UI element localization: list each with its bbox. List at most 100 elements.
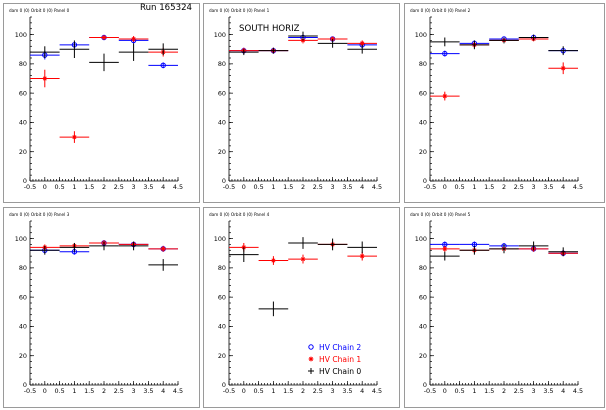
x-tick-label-3-0: -0.5 <box>24 387 36 395</box>
y-tick-label-5-5: 100 <box>415 235 427 243</box>
x-tick-label-5-8: 3.5 <box>543 387 553 395</box>
x-tick-label-1-4: 1.5 <box>283 183 293 191</box>
data-point-3-2-0 <box>30 245 60 255</box>
panel-annotation-1: SOUTH HORIZ <box>239 24 300 34</box>
data-point-0-2-1 <box>59 40 90 58</box>
y-tick-label-3-0: 0 <box>23 381 27 389</box>
marker-star-d2 <box>442 246 447 251</box>
data-point-1-2-3 <box>317 38 348 48</box>
data-point-5-1-0 <box>430 245 460 252</box>
x-tick-label-0-9: 4 <box>161 183 165 191</box>
marker-star-d2 <box>301 38 305 43</box>
data-point-4-2-3 <box>317 238 348 251</box>
data-point-0-1-1 <box>59 131 90 143</box>
data-point-3-1-4 <box>148 245 178 252</box>
x-tick-label-0-7: 3 <box>132 183 136 191</box>
y-tick-label-4-0: 0 <box>222 381 226 389</box>
series-4-2 <box>229 237 377 317</box>
data-point-5-2-2 <box>489 244 519 254</box>
x-tick-label-4-10: 4.5 <box>372 387 382 395</box>
legend-marker-0 <box>308 344 314 350</box>
data-point-1-2-0 <box>229 49 259 56</box>
x-tick-label-4-8: 3.5 <box>342 387 352 395</box>
y-tick-label-2-0: 0 <box>423 177 427 185</box>
x-tick-label-2-8: 3.5 <box>543 183 553 191</box>
x-tick-label-0-6: 2.5 <box>114 183 124 191</box>
x-tick-label-4-1: 0 <box>242 387 246 395</box>
marker-circle <box>442 50 448 57</box>
x-tick-label-5-7: 3 <box>532 387 536 395</box>
x-tick-label-1-7: 3 <box>331 183 335 191</box>
y-tick-label-1-4: 80 <box>218 60 226 68</box>
y-tick-label-4-5: 100 <box>214 235 226 243</box>
data-point-0-2-4 <box>148 43 178 56</box>
y-tick-label-1-3: 60 <box>218 89 226 97</box>
x-tick-label-5-5: 2 <box>502 387 506 395</box>
x-tick-label-0-10: 4.5 <box>173 183 183 191</box>
data-point-1-2-4 <box>347 44 377 54</box>
x-tick-label-0-1: 0 <box>43 183 47 191</box>
x-tick-label-3-6: 2.5 <box>114 387 124 395</box>
marker-star-d2 <box>102 35 106 40</box>
y-tick-label-5-2: 40 <box>419 323 427 331</box>
data-point-2-2-3 <box>518 34 549 41</box>
panel-title-4: dam 0 (0) Orbit 0 (0) Panel 4 <box>209 212 270 217</box>
data-point-3-2-1 <box>59 242 90 252</box>
y-tick-label-3-3: 60 <box>19 293 27 301</box>
y-tick-label-4-3: 60 <box>218 293 226 301</box>
y-tick-label-0-1: 20 <box>19 148 27 156</box>
marker-star <box>442 93 448 99</box>
x-tick-label-4-0: -0.5 <box>223 387 235 395</box>
data-point-4-1-1 <box>258 256 289 265</box>
x-tick-label-4-9: 4 <box>360 387 364 395</box>
y-tick-label-5-4: 80 <box>419 264 427 272</box>
data-point-4-2-1 <box>258 301 289 317</box>
panel-annotation-0: Run 165324 <box>140 3 192 13</box>
data-point-0-0-4 <box>148 62 178 69</box>
data-point-1-2-1 <box>258 47 289 54</box>
y-tick-label-0-3: 60 <box>19 89 27 97</box>
legend-marker-2 <box>308 368 314 374</box>
x-tick-label-4-3: 1 <box>271 387 275 395</box>
marker-star-d2 <box>442 94 447 99</box>
chart-panel-2: dam 0 (0) Orbit 0 (0) Panel 2-0.5 0 0.5 1 1.… <box>404 3 605 203</box>
data-point-4-2-4 <box>347 241 377 254</box>
marker-star <box>442 246 448 252</box>
series-0-2 <box>30 40 178 72</box>
panel-title-0: dam 0 (0) Orbit 0 (0) Panel 0 <box>9 8 70 13</box>
x-tick-label-2-10: 4.5 <box>573 183 583 191</box>
y-tick-label-1-1: 20 <box>218 148 226 156</box>
panel-frame-2 <box>404 3 605 203</box>
marker-star <box>72 134 77 140</box>
x-tick-label-3-7: 3 <box>132 387 136 395</box>
y-tick-label-2-2: 40 <box>419 119 427 127</box>
y-tick-label-2-4: 80 <box>419 60 427 68</box>
marker-star-d2 <box>131 36 136 41</box>
data-point-3-2-2 <box>89 241 119 251</box>
x-tick-label-1-3: 1 <box>271 183 275 191</box>
data-point-5-2-1 <box>459 245 490 255</box>
marker-star <box>160 246 166 252</box>
data-point-2-0-0 <box>430 50 460 57</box>
x-tick-label-1-1: 0 <box>242 183 246 191</box>
panel-frame-0 <box>3 3 200 203</box>
x-tick-label-4-6: 2.5 <box>313 387 323 395</box>
data-point-0-2-2 <box>89 53 119 72</box>
x-tick-label-5-4: 1.5 <box>484 387 494 395</box>
x-tick-label-3-2: 0.5 <box>55 387 65 395</box>
data-point-5-2-0 <box>430 251 460 261</box>
x-tick-label-1-2: 0.5 <box>254 183 264 191</box>
legend-label-1: HV Chain 1 <box>319 355 361 364</box>
legend-star-1-d2 <box>309 357 313 361</box>
x-tick-label-3-10: 4.5 <box>173 387 183 395</box>
x-tick-label-5-10: 4.5 <box>573 387 583 395</box>
data-point-2-1-4 <box>548 62 578 75</box>
y-tick-label-0-2: 40 <box>19 119 27 127</box>
data-point-3-2-4 <box>148 259 178 271</box>
legend-marker-1 <box>308 356 314 362</box>
legend-label-2: HV Chain 0 <box>319 367 361 376</box>
data-point-0-1-3 <box>118 36 149 42</box>
chart-panel-5: dam 0 (0) Orbit 0 (0) Panel 5-0.5 0 0.5 1 1.… <box>404 207 605 408</box>
chart-panel-1: dam 0 (0) Orbit 0 (0) Panel 1 SOUTH HORIZ… <box>203 3 400 203</box>
